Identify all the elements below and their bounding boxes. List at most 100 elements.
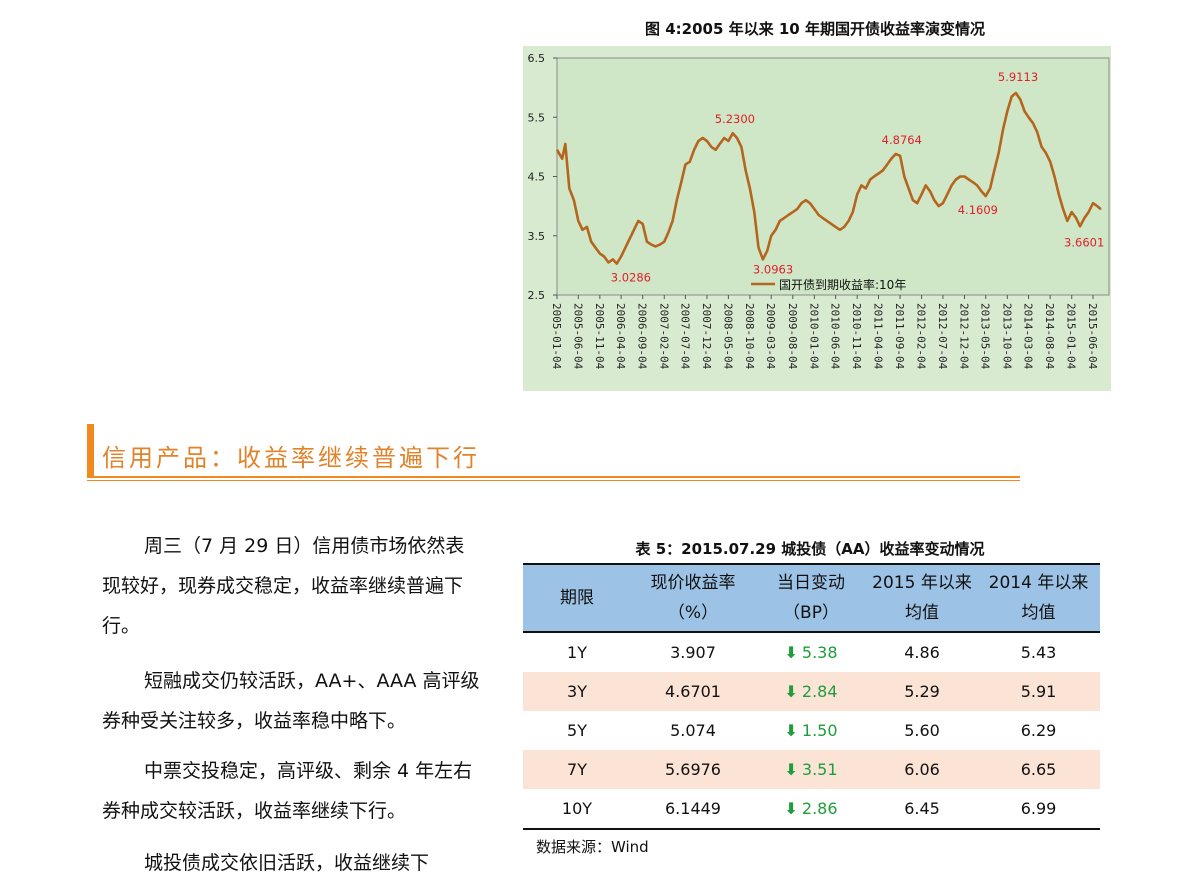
data-point	[599, 252, 601, 255]
data-point	[1027, 116, 1030, 118]
cell-term: 1Y	[567, 643, 587, 662]
header-change: 当日变动 （BP）	[755, 564, 867, 632]
data-point	[980, 190, 983, 192]
data-point	[715, 149, 717, 151]
x-tick-label: 2014-03-04	[1022, 303, 1035, 370]
change-value: 2.84	[801, 682, 838, 701]
data-point	[749, 187, 751, 189]
data-point	[921, 193, 923, 195]
x-tick-label: 2005-06-04	[571, 303, 584, 370]
data-point	[616, 262, 618, 265]
data-point	[663, 241, 665, 243]
cell-avg-2014: 5.91	[977, 672, 1100, 711]
data-point	[993, 169, 995, 172]
data-point	[629, 238, 631, 240]
x-tick-label: 2010-11-04	[850, 303, 863, 370]
down-arrow-icon: ⬇	[784, 799, 798, 818]
x-tick-label: 2010-01-04	[807, 303, 820, 370]
cell-avg-2014: 5.43	[1020, 643, 1057, 662]
data-point	[590, 241, 592, 243]
data-point	[757, 247, 760, 249]
header-avg-2015: 2015 年以来 均值	[867, 564, 977, 632]
x-tick-label: 2007-07-04	[678, 303, 691, 370]
data-point	[766, 249, 768, 252]
data-point	[865, 187, 867, 189]
data-point	[998, 152, 1000, 154]
cell-term: 3Y	[523, 672, 631, 711]
data-point	[882, 169, 884, 172]
data-point	[568, 187, 570, 189]
paragraph-1: 周三（7 月 29 日）信用债市场依然表现较好，现券成交稳定，收益率继续普遍下行…	[102, 535, 465, 637]
data-point	[877, 172, 880, 175]
x-tick-label: 2015-01-04	[1065, 303, 1078, 370]
data-point	[719, 143, 721, 145]
data-point	[938, 205, 940, 207]
legend-label: 国开债到期收益率:10年	[779, 277, 906, 292]
data-point	[594, 247, 597, 249]
section-accent-bar	[87, 424, 94, 478]
data-point	[972, 181, 974, 184]
cell-avg-2015: 6.06	[867, 750, 977, 789]
table-row: 7Y 5.6976 ⬇ 3.51 6.06 6.65	[523, 750, 1100, 789]
data-point	[1032, 122, 1034, 124]
chart-canvas: 6.5 5.5 4.5 3.5 2.5 2005-01-04 2005-06-04 2005-…	[528, 52, 1110, 370]
data-point	[860, 184, 863, 186]
data-point	[985, 195, 987, 197]
data-point	[1053, 175, 1056, 178]
data-point	[989, 187, 991, 189]
x-tick-label: 2012-12-04	[957, 303, 970, 370]
x-tick-label: 2012-02-04	[915, 303, 928, 370]
annotation-label: 4.8764	[882, 133, 922, 147]
down-arrow-icon: ⬇	[784, 643, 798, 662]
data-point	[646, 241, 648, 243]
data-point	[912, 199, 914, 201]
data-point	[564, 143, 566, 145]
cell-term: 10Y	[561, 799, 593, 818]
cell-change: ⬇ 2.86	[755, 789, 867, 829]
data-point	[762, 258, 764, 261]
header-yield: 现价收益率 （%）	[631, 564, 755, 632]
data-source: 数据来源：Wind	[536, 838, 649, 856]
data-point	[946, 193, 948, 195]
data-point	[581, 229, 584, 231]
change-value: 5.38	[801, 643, 838, 662]
section-divider	[87, 476, 1020, 478]
table-header-row: 期限 现价收益率 （%） 当日变动 （BP） 2015 年以来 均值 2014 年以来…	[523, 564, 1100, 632]
data-point	[573, 199, 575, 201]
data-point	[667, 232, 669, 234]
data-point	[929, 190, 931, 192]
data-point	[676, 199, 678, 201]
data-point	[796, 208, 798, 210]
data-point	[1088, 211, 1090, 213]
header-avg-2014: 2014 年以来 均值	[977, 564, 1100, 632]
data-point	[890, 158, 892, 160]
x-tick-label: 2010-06-04	[829, 303, 842, 370]
y-tick-label: 3.5	[528, 230, 546, 243]
data-point	[800, 202, 802, 204]
cell-yield: 4.6701	[631, 672, 755, 711]
data-point	[740, 146, 742, 148]
data-point	[1058, 193, 1060, 195]
cell-yield: 5.6976	[631, 750, 755, 789]
data-point	[586, 226, 588, 228]
header-term: 期限	[523, 564, 631, 632]
data-point	[620, 255, 622, 258]
data-point	[1049, 161, 1051, 163]
data-point	[1079, 225, 1081, 227]
data-point	[783, 217, 785, 219]
data-point	[561, 158, 563, 160]
data-point	[873, 175, 875, 178]
data-point	[976, 184, 978, 186]
x-tick-label: 2005-11-04	[593, 303, 606, 370]
data-point	[697, 140, 699, 142]
change-value: 2.86	[801, 799, 838, 818]
cell-change: ⬇ 5.38	[755, 632, 867, 672]
data-point	[856, 193, 858, 195]
cell-avg-2015: 5.29	[867, 672, 977, 711]
data-point	[732, 132, 734, 134]
data-point	[1083, 217, 1086, 219]
data-point	[942, 202, 944, 204]
data-point	[624, 247, 626, 249]
cell-term: 5Y	[567, 721, 587, 740]
data-point	[899, 155, 901, 157]
